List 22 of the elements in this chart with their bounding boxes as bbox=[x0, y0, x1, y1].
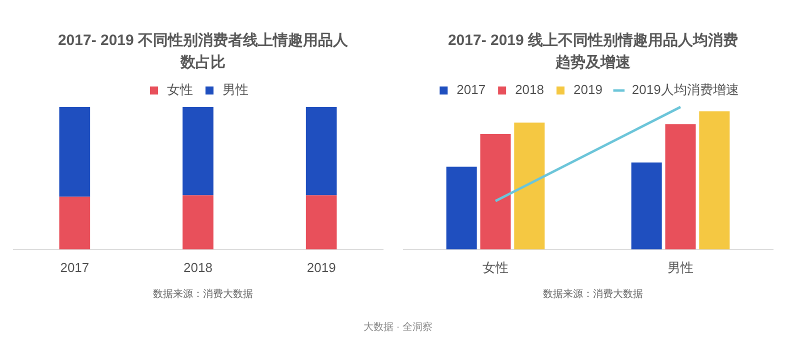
source-note: 数据来源：消费大数据 bbox=[152, 288, 254, 301]
text: 大数据 · 全洞察 bbox=[362, 320, 434, 334]
legend-label: 男性 bbox=[222, 82, 248, 98]
legend-label: 2019人均消费增速 bbox=[632, 82, 739, 98]
bar bbox=[665, 124, 696, 250]
bar bbox=[446, 166, 477, 250]
x-tick-label: 男性 bbox=[668, 260, 694, 275]
x-tick-label: 2017 bbox=[60, 260, 90, 275]
chart-title: 2017- 2019 线上不同性别情趣用品人均消费趋势及增速 bbox=[446, 31, 740, 73]
x-tick-label: 女性 bbox=[482, 260, 508, 275]
bar bbox=[514, 122, 545, 250]
legend-label: 女性 bbox=[167, 82, 193, 98]
bar bbox=[631, 162, 662, 250]
legend-label: 2019 bbox=[574, 82, 602, 98]
legend-label: 2018 bbox=[515, 82, 544, 98]
x-tick-label: 2019 bbox=[306, 260, 336, 275]
bar bbox=[699, 111, 730, 250]
source-note: 数据来源：消费大数据 bbox=[542, 288, 644, 301]
x-tick-label: 2018 bbox=[184, 260, 212, 275]
bar bbox=[480, 134, 511, 250]
chart-title: 2017- 2019 不同性别消费者线上情趣用品人数占比 bbox=[56, 31, 350, 73]
legend-label: 2017 bbox=[456, 82, 486, 98]
